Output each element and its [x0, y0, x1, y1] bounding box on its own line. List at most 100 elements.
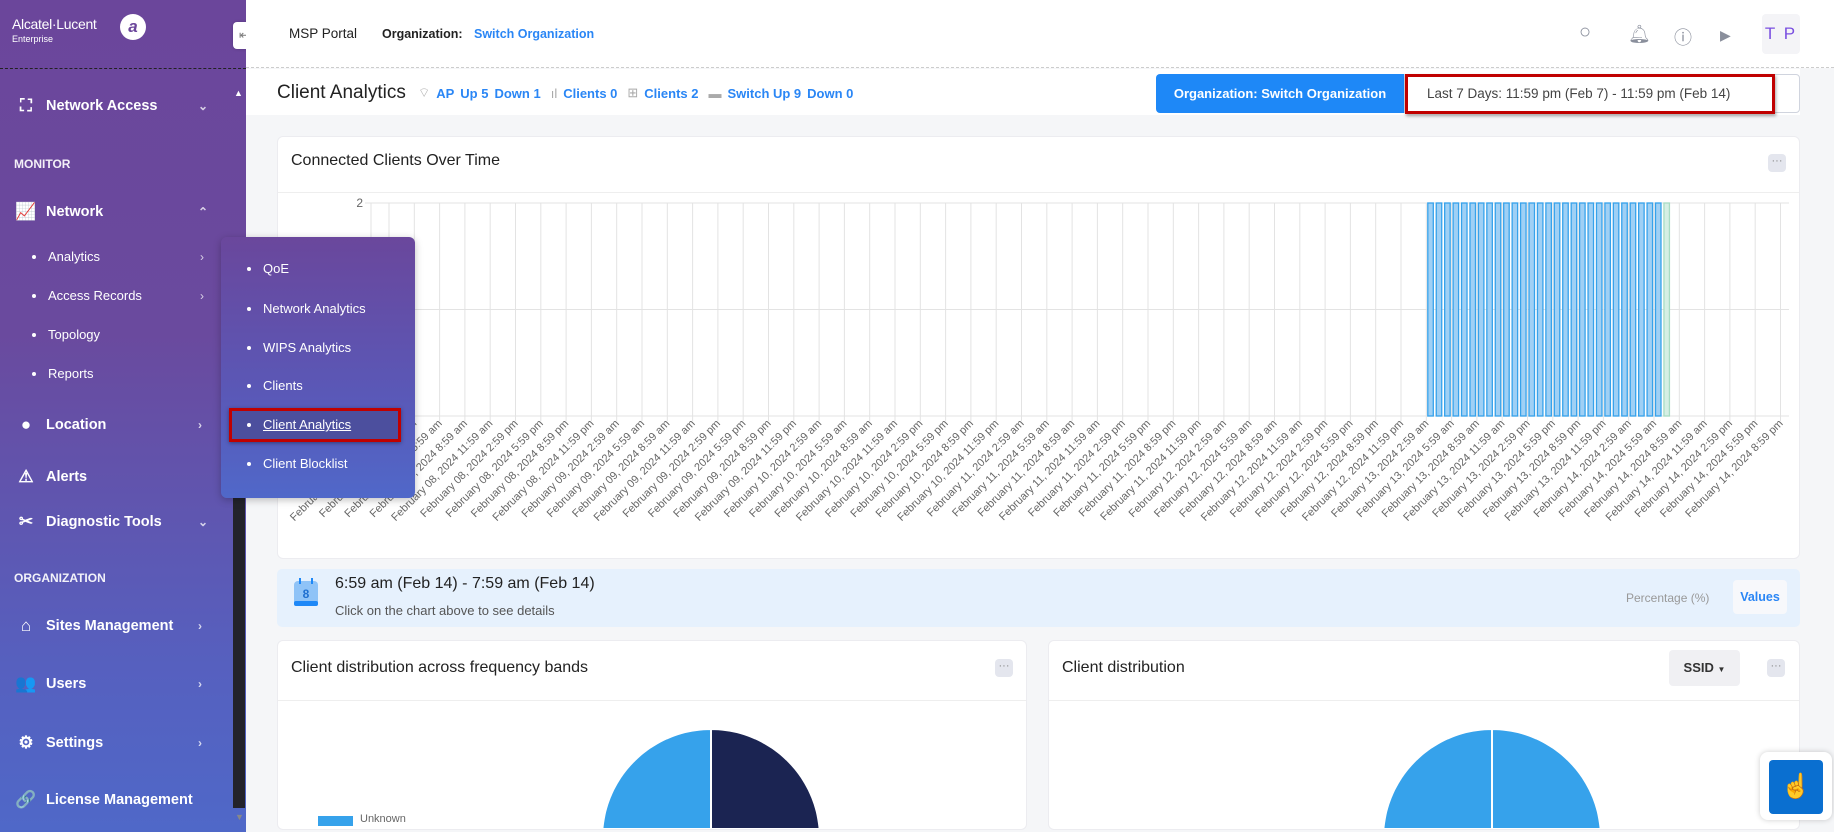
sidebar-item-sites-management[interactable]: ⌂ Sites Management ›	[0, 611, 232, 641]
sidebar-item-license-management[interactable]: 🔗 License Management	[0, 785, 232, 815]
legend-label[interactable]: Unknown	[360, 813, 406, 825]
chevron-down-icon: ⌄	[198, 515, 209, 529]
chart-area-icon: 📈	[15, 202, 37, 221]
sidebar-subitem-access-records[interactable]: Access Records ›	[32, 288, 212, 303]
bullet-icon	[32, 293, 36, 298]
organization-switch-button[interactable]: Organization: Switch Organization	[1156, 74, 1404, 113]
chart-bar	[1494, 202, 1502, 417]
switch-up-count[interactable]: Switch Up 9	[727, 85, 802, 101]
help-icon[interactable]: ⓘ	[1674, 28, 1692, 48]
sidebar-item-location[interactable]: ● Location ›	[0, 410, 232, 440]
card-title: Client distribution across frequency ban…	[291, 659, 589, 676]
wifi-icon: ⌔	[418, 85, 431, 100]
chart-bar	[1469, 202, 1477, 417]
network-access-icon: ⛶	[20, 96, 32, 115]
sidebar-label: License Management	[46, 792, 193, 808]
menu-label: WIPS Analytics	[263, 340, 352, 355]
chart-bar	[1578, 202, 1586, 417]
chart-bar	[1545, 202, 1553, 417]
scroll-down-icon[interactable]: ▼	[235, 812, 244, 822]
client-distribution-card: Client distribution SSID ▼ ···	[1048, 640, 1800, 830]
pie-slice	[601, 727, 712, 829]
chart-bar	[1587, 202, 1595, 417]
chart-bar	[1663, 202, 1671, 417]
card-divider	[278, 192, 1799, 193]
switch-organization-link[interactable]: Switch Organization	[474, 27, 595, 41]
menu-item-client-analytics[interactable]: Client Analytics	[247, 417, 351, 432]
more-options-button[interactable]: ···	[1768, 154, 1786, 172]
sidebar-label: Alerts	[46, 469, 88, 485]
sidebar-subitem-reports[interactable]: Reports	[32, 366, 212, 381]
menu-item-clients[interactable]: Clients	[247, 378, 303, 393]
bullet-icon	[32, 371, 36, 376]
brand-name: Alcatel·Lucent	[12, 16, 97, 32]
chart-bar	[1570, 202, 1578, 417]
search-icon[interactable]: ○	[1579, 21, 1592, 43]
caret-down-icon: ▼	[1717, 665, 1726, 674]
sidebar-item-settings[interactable]: ⚙ Settings ›	[0, 728, 232, 758]
values-toggle[interactable]: Values	[1733, 580, 1787, 614]
section-organization: ORGANIZATION	[14, 571, 106, 585]
menu-item-qoe[interactable]: QoE	[247, 261, 289, 276]
sidebar-scrollbar[interactable]	[233, 468, 245, 808]
bullet-icon	[247, 383, 251, 388]
menu-item-network-analytics[interactable]: Network Analytics	[247, 301, 366, 316]
users-icon: 👥	[15, 674, 37, 693]
pie-slice	[1491, 727, 1602, 829]
page-title: Client Analytics	[277, 82, 406, 103]
sidebar-item-users[interactable]: 👥 Users ›	[0, 669, 232, 699]
sidebar-item-network-access[interactable]: ⛶ Network Access ⌄	[0, 91, 232, 121]
tools-icon: ✂	[18, 512, 34, 531]
wireless-clients-count[interactable]: Clients 0	[563, 85, 618, 101]
chevron-right-icon: ›	[198, 736, 202, 750]
ssid-dropdown[interactable]: SSID ▼	[1669, 650, 1740, 686]
client-distribution-pie[interactable]	[1049, 641, 1800, 829]
arrow-left-icon: ⇤	[238, 28, 250, 42]
wired-clients-count[interactable]: Clients 2	[644, 85, 699, 101]
chart-bar	[1621, 202, 1628, 417]
wired-icon: ⊞	[627, 85, 639, 100]
frequency-bands-pie[interactable]	[278, 641, 1027, 829]
video-icon[interactable]: ▶	[1720, 27, 1731, 43]
chart-bar	[1612, 202, 1620, 417]
sidebar-label: Network	[46, 204, 104, 220]
bullet-icon	[247, 422, 251, 427]
bell-icon[interactable]: 🔔︎	[1628, 24, 1651, 44]
chevron-right-icon: ›	[200, 288, 204, 303]
home-icon: ⌂	[20, 616, 32, 635]
sidebar-item-network[interactable]: 📈 Network ⌃	[0, 197, 232, 227]
chart-bar	[1646, 202, 1654, 417]
menu-item-wips-analytics[interactable]: WIPS Analytics	[247, 340, 351, 355]
bullet-icon	[247, 266, 251, 271]
chevron-up-icon: ⌃	[198, 205, 209, 219]
y-tick-label: 2	[356, 196, 363, 210]
more-options-button[interactable]: ···	[995, 659, 1013, 677]
more-options-button[interactable]: ···	[1767, 659, 1785, 677]
sidebar-subitem-analytics[interactable]: Analytics ›	[32, 249, 212, 264]
avatar[interactable]: T P	[1762, 14, 1800, 54]
connected-clients-card: Connected Clients Over Time ··· 2 Februar…	[277, 136, 1800, 559]
bullet-icon	[247, 345, 251, 350]
sidebar-label: Settings	[46, 735, 104, 751]
scroll-up-icon[interactable]: ▲	[234, 88, 243, 98]
ap-up-count[interactable]: Up 5	[460, 85, 489, 101]
sidebar-subitem-topology[interactable]: Topology	[32, 327, 212, 342]
sidebar-label: Topology	[48, 327, 101, 342]
chart-bar	[1637, 202, 1645, 417]
gear-icon: ⚙	[18, 733, 34, 752]
chart-bar	[1452, 202, 1460, 417]
chart-bar	[1511, 202, 1519, 417]
location-pin-icon: ●	[20, 415, 32, 434]
ap-down-count[interactable]: Down 1	[494, 85, 541, 101]
support-button[interactable]: ☝	[1769, 760, 1823, 814]
menu-item-client-blocklist[interactable]: Client Blocklist	[247, 456, 348, 471]
menu-label: Client Analytics	[263, 417, 352, 432]
selected-time-range: 6:59 am (Feb 14) - 7:59 am (Feb 14)	[335, 575, 595, 592]
switch-down-count[interactable]: Down 0	[807, 85, 854, 101]
sidebar-item-alerts[interactable]: ⚠ Alerts	[0, 462, 232, 492]
percentage-toggle[interactable]: Percentage (%)	[1626, 591, 1710, 605]
sidebar-item-diagnostic-tools[interactable]: ✂ Diagnostic Tools ⌄	[0, 507, 232, 537]
menu-label: Clients	[263, 378, 303, 393]
sidebar-label: Users	[46, 676, 87, 692]
